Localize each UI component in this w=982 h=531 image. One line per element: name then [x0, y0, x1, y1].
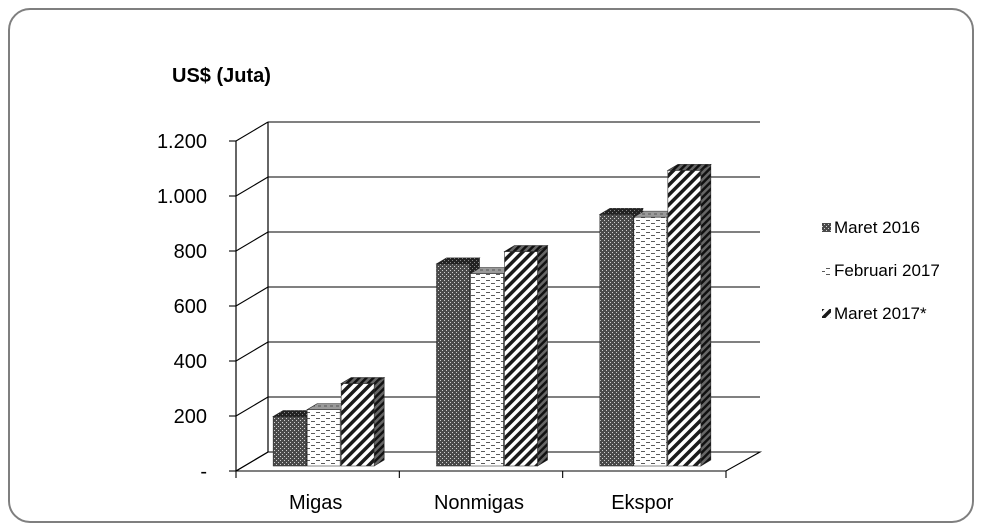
legend-item: Februari 2017: [822, 261, 940, 280]
y-tick-label: 600: [174, 296, 207, 318]
bar: [666, 163, 712, 467]
legend-marker: [822, 223, 831, 232]
legend-marker: [822, 309, 831, 318]
x-axis-labels: Migas Nonmigas Ekspor: [289, 492, 674, 514]
legend-marker: [822, 266, 831, 275]
x-category-label: Migas: [289, 492, 342, 514]
legend-label: Februari 2017: [834, 261, 940, 280]
x-category-label: Nonmigas: [434, 492, 524, 514]
y-unit-label: US$ (Juta): [172, 65, 271, 87]
legend-item: Maret 2016: [822, 218, 920, 237]
chart-bars: [272, 163, 712, 467]
y-tick-label: 200: [174, 406, 207, 428]
legend: Maret 2016 Februari 2017 Maret 2017*: [822, 218, 940, 323]
y-tick-label: 400: [174, 351, 207, 373]
y-tick-label: 1.200: [157, 131, 207, 153]
y-tick-label: 800: [174, 241, 207, 263]
y-tick-label: -: [200, 461, 207, 483]
y-tick-label: 1.000: [157, 186, 207, 208]
x-category-label: Ekspor: [611, 492, 674, 514]
y-axis-ticks: - 200 400 600 800 1.000 1.200: [157, 131, 207, 483]
legend-item: Maret 2017*: [822, 304, 927, 323]
bar: [340, 376, 386, 467]
legend-label: Maret 2017*: [834, 304, 927, 323]
bar: [503, 244, 549, 467]
legend-label: Maret 2016: [834, 218, 920, 237]
